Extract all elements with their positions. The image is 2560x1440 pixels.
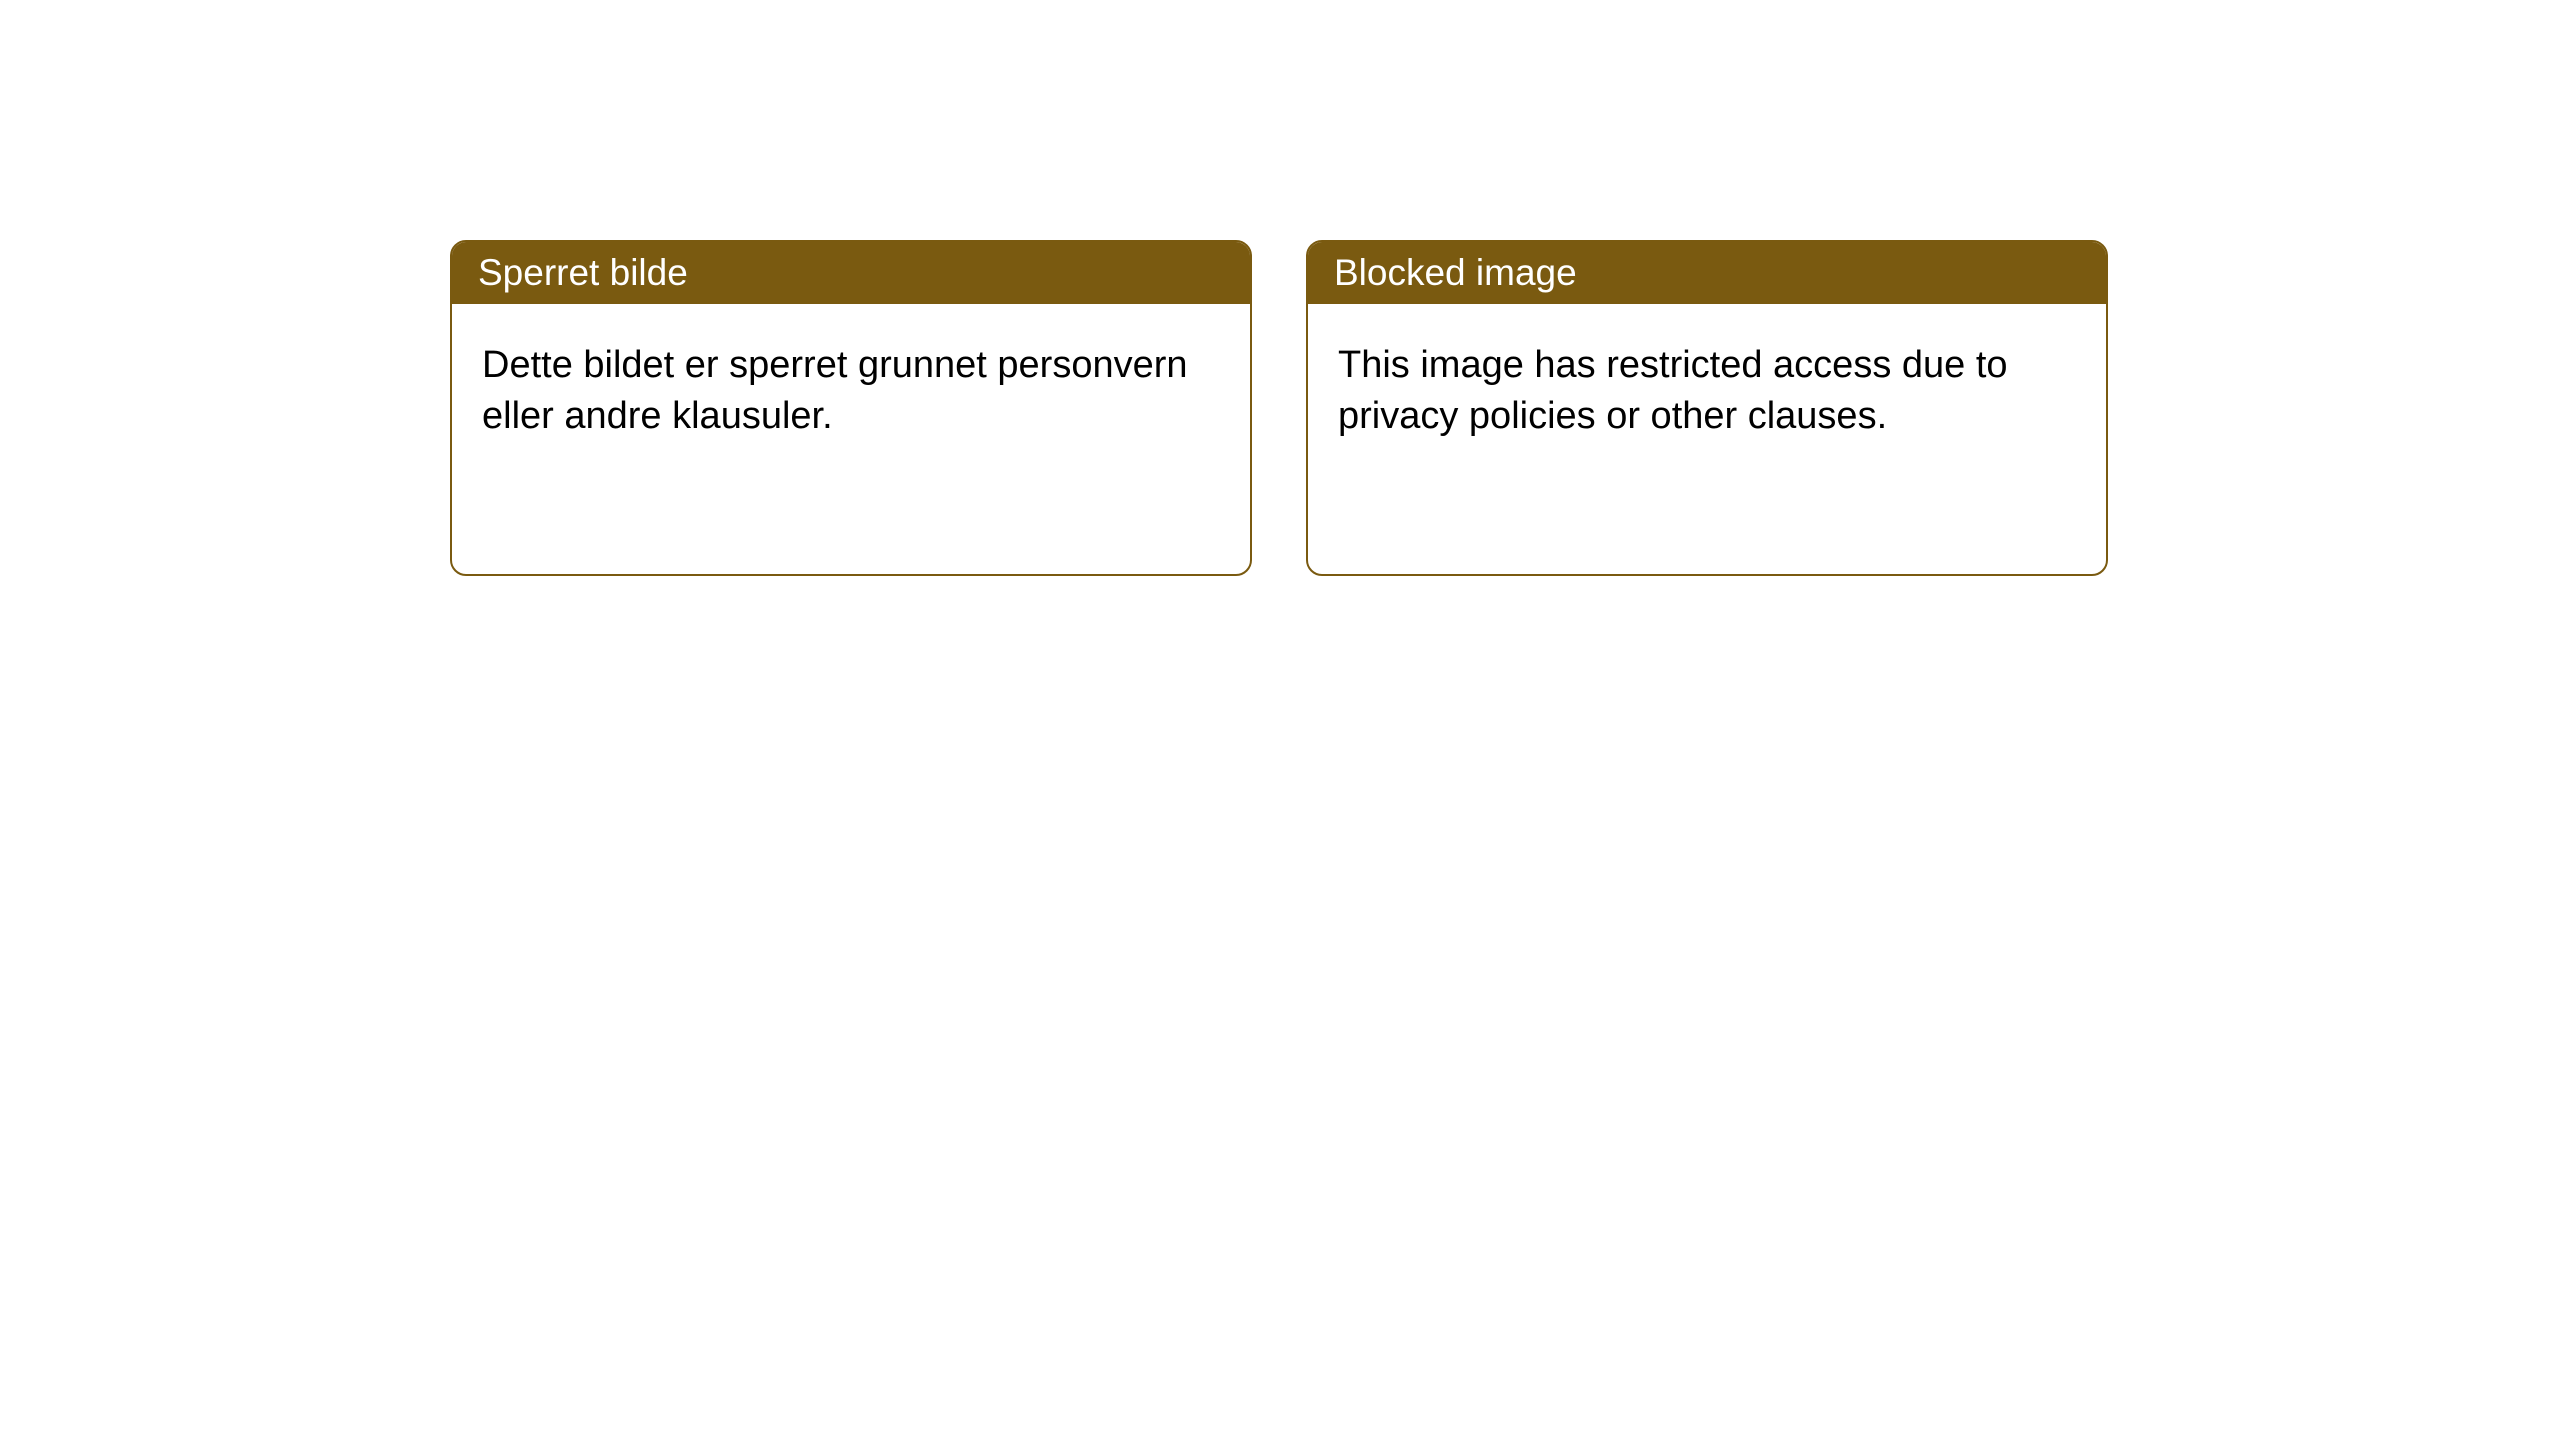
notice-card-no: Sperret bilde Dette bildet er sperret gr… bbox=[450, 240, 1252, 576]
notice-card-en: Blocked image This image has restricted … bbox=[1306, 240, 2108, 576]
notice-body-no: Dette bildet er sperret grunnet personve… bbox=[452, 304, 1250, 574]
notice-body-en: This image has restricted access due to … bbox=[1308, 304, 2106, 574]
notice-title-no: Sperret bilde bbox=[452, 242, 1250, 304]
blocked-image-notices: Sperret bilde Dette bildet er sperret gr… bbox=[450, 240, 2108, 576]
notice-title-en: Blocked image bbox=[1308, 242, 2106, 304]
